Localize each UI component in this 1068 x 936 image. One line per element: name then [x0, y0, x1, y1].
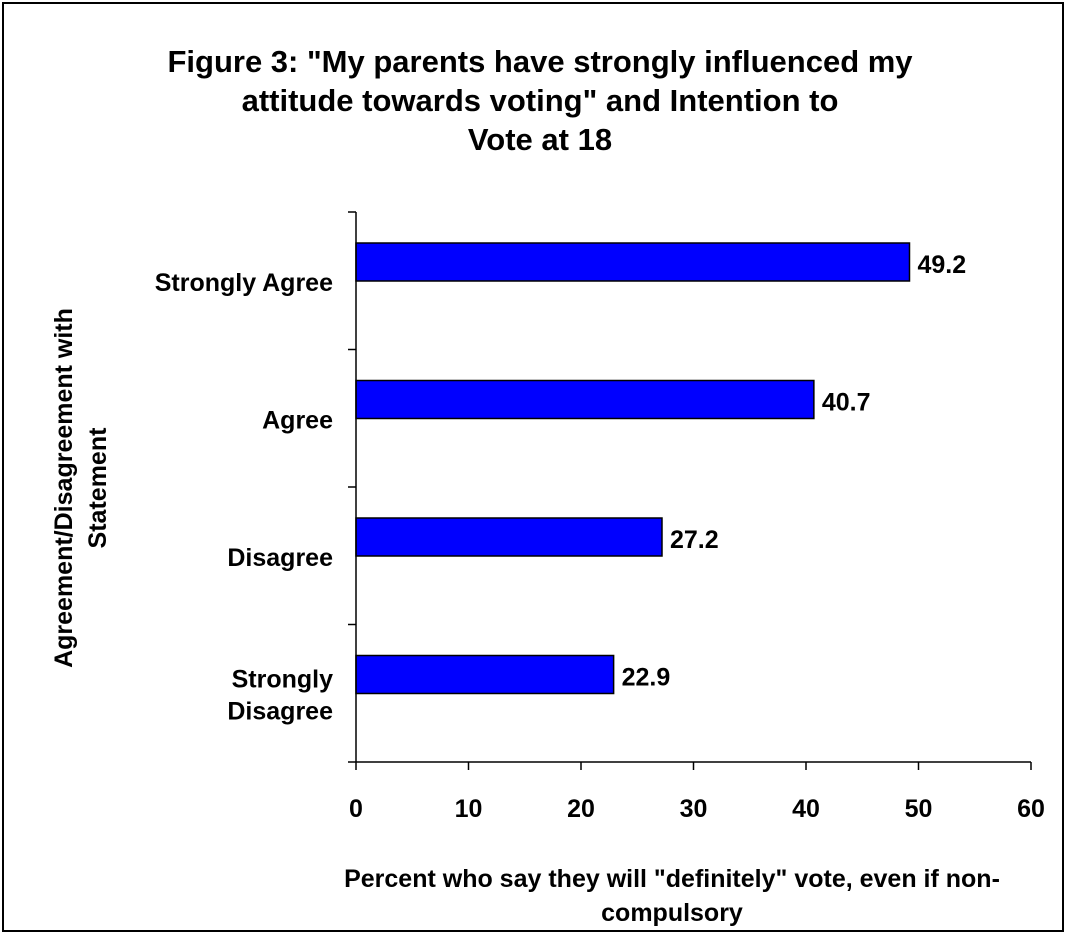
bar-0 [355, 242, 911, 282]
chart-title-line-3: Vote at 18 [467, 122, 613, 157]
bar-3 [355, 654, 615, 695]
x-tick-label-3: 30 [680, 795, 708, 823]
x-tick-label-4: 40 [792, 795, 820, 823]
x-tick-label-5: 50 [905, 795, 933, 823]
chart-title-line-2: attitude towards voting" and Intention t… [241, 83, 839, 118]
x-tick-label-0: 0 [349, 795, 363, 823]
y-axis-title-line-0: Agreement/Disagreement with [50, 308, 78, 668]
data-label-0: 49.2 [918, 251, 967, 279]
category-label-3-0: Strongly [232, 666, 333, 694]
chart-title: Figure 3: "My parents have strongly infl… [60, 42, 1020, 159]
category-label-0-0: Strongly Agree [155, 269, 333, 297]
category-label-3-1: Disagree [227, 698, 333, 726]
data-label-2: 27.2 [670, 526, 719, 554]
data-label-3: 22.9 [622, 664, 671, 692]
y-axis-title-line-1: Statement [84, 427, 112, 549]
x-tick-label-1: 10 [455, 795, 483, 823]
x-axis-title-line-1: compulsory [601, 899, 743, 927]
bars-group [355, 242, 911, 695]
bar-1 [355, 379, 815, 420]
category-label-2-0: Disagree [227, 544, 333, 572]
axes-group [348, 211, 1032, 770]
x-axis-title-line-0: Percent who say they will "definitely" v… [344, 865, 1000, 893]
labels-group: 49.2 Strongly Agree 40.7 Agree 27.2 Disagree 2… [50, 251, 1045, 927]
category-label-1-0: Agree [262, 407, 333, 435]
bar-2 [355, 517, 663, 557]
x-tick-label-6: 60 [1017, 795, 1045, 823]
x-tick-label-2: 20 [567, 795, 595, 823]
chart-title-line-1: Figure 3: "My parents have strongly infl… [167, 44, 913, 79]
data-label-1: 40.7 [822, 389, 871, 417]
